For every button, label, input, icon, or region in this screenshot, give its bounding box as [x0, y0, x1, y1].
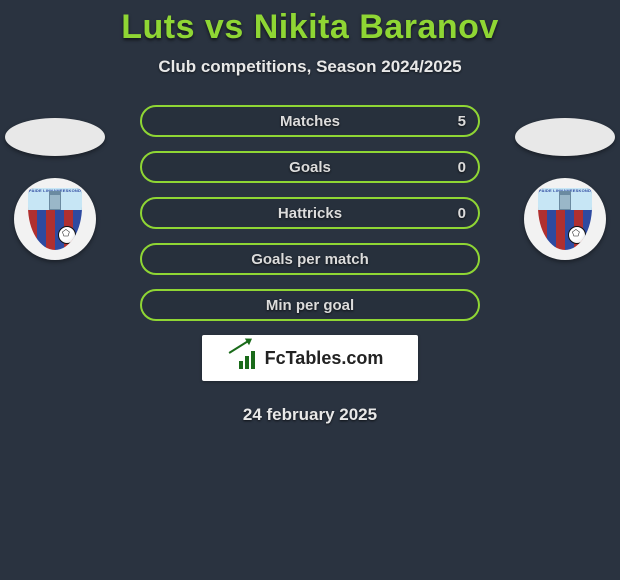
player-left-avatar-placeholder — [5, 118, 105, 156]
brand-text: FcTables.com — [265, 348, 384, 369]
stat-label: Hattricks — [278, 205, 342, 222]
stat-label: Goals per match — [251, 251, 369, 268]
player-right-avatar-placeholder — [515, 118, 615, 156]
tower-icon — [49, 194, 61, 210]
stat-label: Min per goal — [266, 297, 354, 314]
stat-right-value: 5 — [458, 113, 466, 130]
shield-icon: PAIDE LINNAMEESKOND — [28, 188, 82, 250]
soccer-ball-icon — [568, 226, 586, 244]
player-right-club-crest: PAIDE LINNAMEESKOND — [524, 178, 606, 260]
player-right-column: PAIDE LINNAMEESKOND — [510, 118, 620, 260]
stat-right-value: 0 — [458, 205, 466, 222]
stat-label: Goals — [289, 159, 331, 176]
date-label: 24 february 2025 — [0, 405, 620, 425]
player-left-column: PAIDE LINNAMEESKOND — [0, 118, 110, 260]
stat-row-min-per-goal: Min per goal — [140, 289, 480, 321]
shield-icon: PAIDE LINNAMEESKOND — [538, 188, 592, 250]
brand-badge: FcTables.com — [202, 335, 418, 381]
page-title: Luts vs Nikita Baranov — [0, 8, 620, 47]
subtitle: Club competitions, Season 2024/2025 — [0, 57, 620, 77]
stat-right-value: 0 — [458, 159, 466, 176]
stat-row-goals-per-match: Goals per match — [140, 243, 480, 275]
stat-row-hattricks: Hattricks 0 — [140, 197, 480, 229]
bar-chart-icon — [237, 347, 259, 369]
stat-row-matches: Matches 5 — [140, 105, 480, 137]
player-left-club-crest: PAIDE LINNAMEESKOND — [14, 178, 96, 260]
soccer-ball-icon — [58, 226, 76, 244]
stat-label: Matches — [280, 113, 340, 130]
tower-icon — [559, 194, 571, 210]
stat-row-goals: Goals 0 — [140, 151, 480, 183]
stats-list: Matches 5 Goals 0 Hattricks 0 Goals per … — [140, 105, 480, 321]
